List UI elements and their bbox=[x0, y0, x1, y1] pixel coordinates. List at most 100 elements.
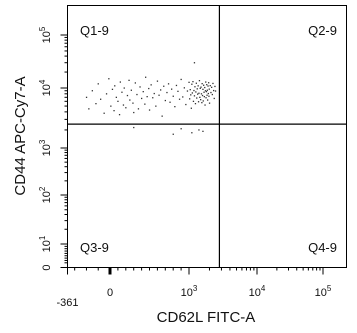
data-point bbox=[196, 97, 197, 98]
y-tick-label: 103 bbox=[38, 139, 53, 156]
data-point bbox=[98, 83, 99, 84]
y-axis-ticks: 0 101 102 103 104 105 bbox=[38, 26, 68, 270]
data-point bbox=[204, 87, 205, 88]
data-point bbox=[199, 97, 200, 98]
data-point bbox=[110, 106, 111, 107]
data-point bbox=[200, 88, 201, 89]
y-tick-label: 104 bbox=[38, 79, 53, 96]
data-point bbox=[197, 88, 198, 89]
data-point bbox=[181, 79, 182, 80]
data-point bbox=[209, 89, 210, 90]
data-point bbox=[202, 131, 203, 132]
data-point bbox=[203, 100, 204, 101]
data-point bbox=[113, 110, 114, 111]
data-point bbox=[198, 101, 199, 102]
data-point bbox=[154, 93, 155, 94]
data-point bbox=[106, 93, 107, 94]
data-point bbox=[205, 97, 206, 98]
data-point bbox=[173, 96, 174, 97]
data-point bbox=[194, 62, 195, 63]
x-axis-ticks: -361 0 103 104 105 bbox=[56, 268, 331, 310]
data-point bbox=[145, 77, 146, 78]
y-axis-title: CD44 APC-Cy7-A bbox=[12, 76, 29, 195]
data-point bbox=[209, 103, 210, 104]
data-point bbox=[144, 104, 145, 105]
data-point bbox=[203, 85, 204, 86]
data-point bbox=[88, 108, 89, 109]
data-point bbox=[202, 89, 203, 90]
data-point bbox=[86, 97, 87, 98]
data-point bbox=[208, 96, 209, 97]
data-point bbox=[207, 90, 208, 91]
data-point bbox=[114, 85, 115, 86]
data-point bbox=[149, 109, 150, 110]
data-point bbox=[112, 89, 113, 90]
quadrant-label-top-right: Q2-9 bbox=[308, 23, 337, 38]
data-point bbox=[131, 90, 132, 91]
data-point bbox=[108, 78, 109, 79]
data-point bbox=[174, 106, 175, 107]
data-point bbox=[117, 101, 118, 102]
data-point bbox=[195, 103, 196, 104]
data-point bbox=[200, 99, 201, 100]
data-point bbox=[129, 99, 130, 100]
data-point bbox=[202, 95, 203, 96]
data-point bbox=[100, 99, 101, 100]
data-point bbox=[194, 86, 195, 87]
data-point bbox=[208, 93, 209, 94]
data-point bbox=[157, 81, 158, 82]
data-point bbox=[139, 86, 140, 87]
x-tick-label: 104 bbox=[249, 284, 266, 299]
data-point bbox=[136, 94, 137, 95]
data-point bbox=[181, 128, 182, 129]
data-point bbox=[191, 108, 192, 109]
data-point bbox=[176, 85, 177, 86]
data-point bbox=[213, 90, 214, 91]
plot-frame bbox=[68, 6, 347, 268]
data-point bbox=[200, 87, 201, 88]
quadrant-label-bottom-left: Q3-9 bbox=[80, 240, 109, 255]
y-tick-label: 105 bbox=[38, 26, 53, 43]
data-point bbox=[195, 91, 196, 92]
data-point bbox=[201, 93, 202, 94]
data-point bbox=[148, 88, 149, 89]
data-point bbox=[160, 89, 161, 90]
data-point bbox=[168, 83, 169, 84]
data-point bbox=[104, 113, 105, 114]
x-tick-label: 103 bbox=[181, 284, 198, 299]
data-point bbox=[214, 86, 215, 87]
data-point bbox=[188, 82, 189, 83]
data-point bbox=[143, 91, 144, 92]
data-point bbox=[206, 84, 207, 85]
x-tick-label: 105 bbox=[315, 284, 332, 299]
data-point bbox=[204, 104, 205, 105]
data-point bbox=[95, 103, 96, 104]
data-point bbox=[133, 127, 134, 128]
data-point bbox=[182, 96, 183, 97]
data-point bbox=[158, 95, 159, 96]
data-point bbox=[166, 92, 167, 93]
data-point bbox=[204, 96, 205, 97]
data-point bbox=[147, 96, 148, 97]
data-point bbox=[194, 95, 195, 96]
data-point bbox=[162, 116, 163, 117]
data-point bbox=[184, 87, 185, 88]
data-point bbox=[190, 94, 191, 95]
data-point bbox=[116, 97, 117, 98]
data-point bbox=[132, 103, 133, 104]
data-point bbox=[185, 104, 186, 105]
data-point bbox=[165, 100, 166, 101]
data-point bbox=[198, 129, 199, 130]
data-point bbox=[141, 98, 142, 99]
y-tick-label: 102 bbox=[38, 186, 53, 203]
data-point bbox=[177, 91, 178, 92]
data-point bbox=[169, 102, 170, 103]
data-point bbox=[191, 84, 192, 85]
data-point bbox=[171, 89, 172, 90]
data-point bbox=[152, 97, 153, 98]
data-point bbox=[212, 83, 213, 84]
data-point bbox=[120, 81, 121, 82]
x-axis-title: CD62L FITC-A bbox=[157, 309, 256, 326]
data-point bbox=[128, 80, 129, 81]
